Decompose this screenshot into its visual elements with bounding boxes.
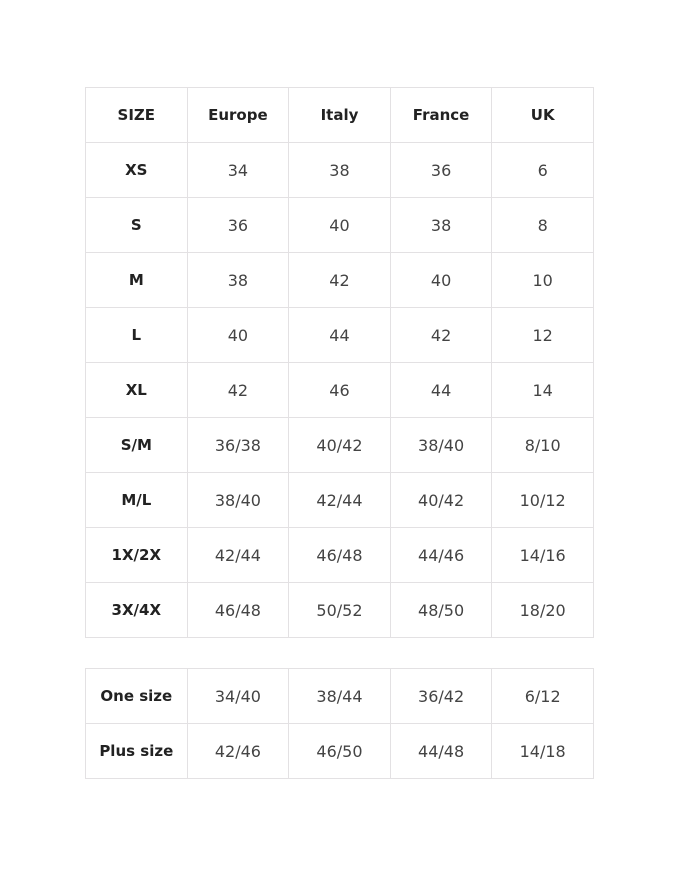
table-row: XS 34 38 36 6 <box>85 142 594 198</box>
size-value-cell: 42 <box>186 362 290 418</box>
size-value-cell: 50/52 <box>288 582 391 638</box>
size-value-cell: 40 <box>288 197 391 253</box>
size-value-cell: 12 <box>491 307 594 363</box>
size-value-cell: 44 <box>288 307 391 363</box>
column-header: Europe <box>186 87 290 143</box>
size-label-cell: 3X/4X <box>85 582 188 638</box>
table-row: XL 42 46 44 14 <box>85 362 594 418</box>
size-value-cell: 10 <box>491 252 594 308</box>
size-value-cell: 34 <box>186 142 290 198</box>
size-value-cell: 6 <box>491 142 594 198</box>
size-value-cell: 36 <box>389 142 493 198</box>
column-header: SIZE <box>85 87 188 143</box>
size-label-cell: 1X/2X <box>85 527 188 583</box>
table-row: L 40 44 42 12 <box>85 307 594 363</box>
table-row: S 36 40 38 8 <box>85 197 594 253</box>
size-label-cell: One size <box>85 668 188 724</box>
size-value-cell: 6/12 <box>491 668 594 724</box>
size-value-cell: 38 <box>389 197 493 253</box>
special-size-table: One size 34/40 38/44 36/42 6/12 Plus size 42/4… <box>85 668 594 779</box>
size-value-cell: 46/48 <box>186 582 290 638</box>
size-value-cell: 46 <box>288 362 391 418</box>
size-value-cell: 10/12 <box>491 472 594 528</box>
size-value-cell: 40 <box>389 252 493 308</box>
size-value-cell: 36/38 <box>186 417 290 473</box>
size-value-cell: 40/42 <box>389 472 493 528</box>
table-row: One size 34/40 38/44 36/42 6/12 <box>85 668 594 724</box>
table-row: S/M 36/38 40/42 38/40 8/10 <box>85 417 594 473</box>
size-value-cell: 8 <box>491 197 594 253</box>
table-row: M/L 38/40 42/44 40/42 10/12 <box>85 472 594 528</box>
size-value-cell: 40 <box>186 307 290 363</box>
size-value-cell: 44 <box>389 362 493 418</box>
table-row: 3X/4X 46/48 50/52 48/50 18/20 <box>85 582 594 638</box>
size-value-cell: 38 <box>288 142 391 198</box>
header-row: SIZE Europe Italy France UK <box>85 87 594 143</box>
size-label-cell: L <box>85 307 188 363</box>
size-value-cell: 14/16 <box>491 527 594 583</box>
size-label-cell: S/M <box>85 417 188 473</box>
size-value-cell: 42 <box>389 307 493 363</box>
size-label-cell: M/L <box>85 472 188 528</box>
size-value-cell: 44/48 <box>389 723 493 779</box>
column-header: UK <box>491 87 594 143</box>
size-value-cell: 14/18 <box>491 723 594 779</box>
size-table: SIZE Europe Italy France UK XS 34 38 36 6 S 36 40 38… <box>85 87 594 638</box>
size-value-cell: 36/42 <box>389 668 493 724</box>
column-header: France <box>389 87 493 143</box>
size-value-cell: 38/40 <box>186 472 290 528</box>
size-label-cell: M <box>85 252 188 308</box>
size-value-cell: 46/48 <box>288 527 391 583</box>
size-value-cell: 48/50 <box>389 582 493 638</box>
size-value-cell: 38/44 <box>288 668 391 724</box>
size-value-cell: 42 <box>288 252 391 308</box>
size-value-cell: 40/42 <box>288 417 391 473</box>
size-value-cell: 38/40 <box>389 417 493 473</box>
size-value-cell: 42/44 <box>288 472 391 528</box>
size-value-cell: 8/10 <box>491 417 594 473</box>
size-value-cell: 36 <box>186 197 290 253</box>
size-label-cell: Plus size <box>85 723 188 779</box>
table-row: 1X/2X 42/44 46/48 44/46 14/16 <box>85 527 594 583</box>
table-row: M 38 42 40 10 <box>85 252 594 308</box>
table-row: Plus size 42/46 46/50 44/48 14/18 <box>85 723 594 779</box>
size-label-cell: XS <box>85 142 188 198</box>
size-value-cell: 18/20 <box>491 582 594 638</box>
size-value-cell: 42/46 <box>186 723 290 779</box>
size-value-cell: 34/40 <box>186 668 290 724</box>
size-value-cell: 38 <box>186 252 290 308</box>
size-label-cell: S <box>85 197 188 253</box>
size-value-cell: 44/46 <box>389 527 493 583</box>
column-header: Italy <box>288 87 391 143</box>
size-value-cell: 14 <box>491 362 594 418</box>
size-value-cell: 46/50 <box>288 723 391 779</box>
size-label-cell: XL <box>85 362 188 418</box>
size-value-cell: 42/44 <box>186 527 290 583</box>
